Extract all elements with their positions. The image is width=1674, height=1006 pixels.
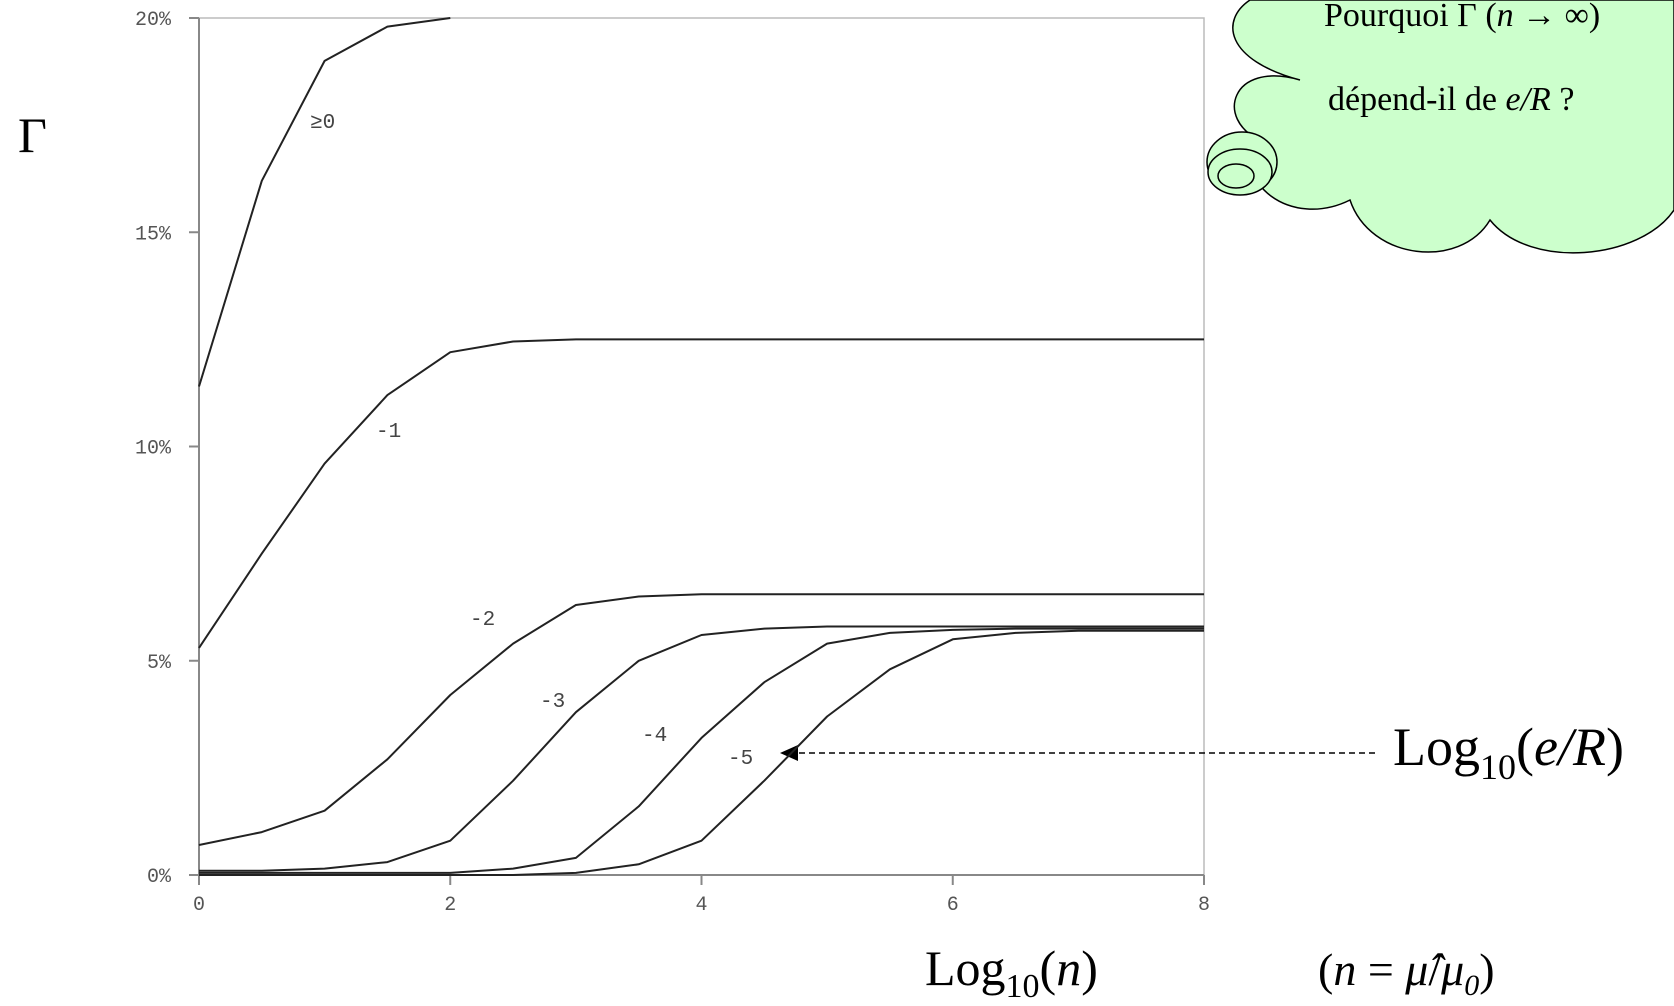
y-tick-label: 5% <box>147 652 172 675</box>
line-series <box>199 627 1204 874</box>
curve-label: -2 <box>470 609 495 632</box>
line-series <box>199 625 1204 872</box>
x-tick-label: 0 <box>193 894 205 917</box>
line-series <box>199 629 1204 876</box>
cloud-line-2: dépend-il de e/R ? <box>1328 81 1574 118</box>
curve-label: ≥0 <box>310 112 335 135</box>
curve-label: -1 <box>376 421 401 444</box>
plot-frame <box>198 17 1205 876</box>
y-tick-label: 15% <box>135 223 172 246</box>
arrow-head <box>780 745 798 761</box>
curve-label: -3 <box>540 691 565 714</box>
y-tick-label: 10% <box>135 438 172 461</box>
curve-label: -5 <box>728 748 753 771</box>
x-axis-label: Log10(n) <box>925 940 1098 1005</box>
x-tick-label: 4 <box>695 894 707 917</box>
y-tick-label: 0% <box>147 866 172 889</box>
x-tick-label: 8 <box>1198 894 1210 917</box>
annotation: Log10(e/R) <box>1393 717 1624 787</box>
curve-label: -4 <box>642 725 667 748</box>
line-series <box>198 593 1204 846</box>
thought-cloud <box>1206 0 1674 254</box>
y-axis-label: Γ <box>18 107 47 163</box>
y-tick-label: 20% <box>135 9 172 32</box>
x-tick-label: 6 <box>947 894 959 917</box>
line-series <box>198 17 451 387</box>
cloud-line-1: Pourquoi Γ (n → ∞) <box>1324 0 1600 34</box>
x-note: (n = μ̂/μ0) <box>1318 944 1495 1002</box>
x-tick-label: 2 <box>444 894 456 917</box>
line-series <box>198 338 1204 649</box>
